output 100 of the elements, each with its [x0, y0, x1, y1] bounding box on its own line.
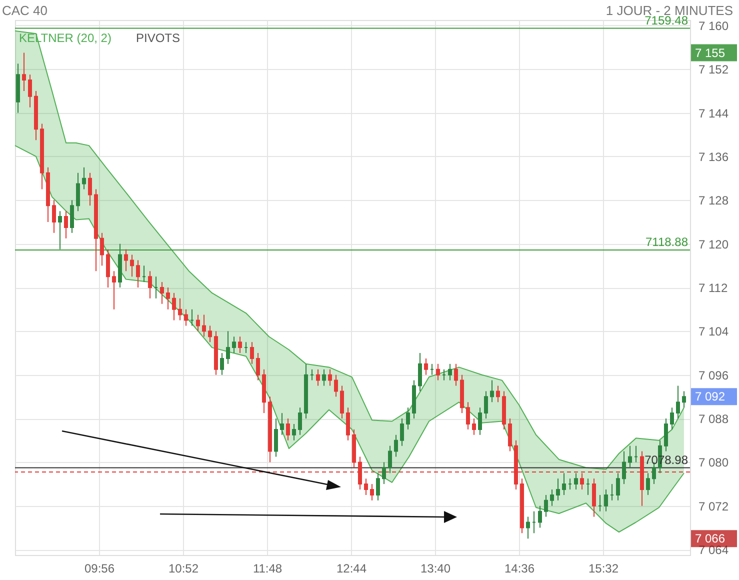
- candlestick: [670, 407, 674, 430]
- candlestick: [22, 52, 26, 92]
- candlestick: [124, 248, 128, 272]
- candlestick: [250, 342, 254, 364]
- candlestick: [106, 248, 110, 288]
- annotation: PIVOTS: [136, 31, 180, 45]
- candlestick: [526, 516, 530, 540]
- candlestick: [370, 484, 374, 501]
- candlestick: [274, 418, 278, 458]
- candlestick: [436, 363, 440, 381]
- candlestick: [328, 368, 332, 386]
- y-tick-label: 7 096: [698, 368, 729, 382]
- candlestick: [316, 368, 320, 386]
- text: 7 092: [695, 390, 726, 404]
- y-tick-label: 7 088: [698, 412, 729, 426]
- candlestick: [166, 287, 170, 310]
- candlestick: [448, 363, 452, 381]
- candlestick: [226, 330, 230, 364]
- candlestick: [52, 200, 56, 234]
- candlestick: [604, 488, 608, 512]
- y-tick-label: 7 080: [698, 456, 729, 470]
- y-tick-label: 7 064: [698, 543, 729, 558]
- text: 7 066: [695, 532, 726, 546]
- y-tick-label: 7 112: [698, 281, 728, 295]
- candlestick: [544, 494, 548, 518]
- candlestick: [238, 336, 242, 354]
- x-tick-label: 15:32: [588, 562, 619, 576]
- candlestick: [400, 418, 404, 446]
- candlestick: [682, 390, 686, 408]
- candlestick: [478, 407, 482, 436]
- candlestick: [616, 472, 620, 501]
- candlestick: [286, 418, 290, 441]
- candlestick: [28, 74, 32, 108]
- candlestick: [418, 352, 422, 392]
- candlestick: [292, 423, 296, 441]
- y-tick-label: 7 120: [698, 237, 729, 252]
- candlestick: [376, 472, 380, 501]
- candlestick: [622, 450, 626, 485]
- candlestick: [346, 407, 350, 441]
- candlestick: [112, 270, 116, 310]
- y-tick-label: 7 128: [698, 194, 729, 208]
- candlestick: [76, 172, 80, 212]
- candlestick: [136, 260, 140, 288]
- candlestick: [466, 402, 470, 430]
- candlestick: [280, 412, 284, 436]
- candlestick: [148, 270, 152, 299]
- candlestick: [178, 298, 182, 321]
- candlestick: [256, 352, 260, 381]
- y-tick-label: 7 072: [698, 499, 729, 514]
- candlestick: [298, 407, 302, 436]
- candlestick: [334, 374, 338, 398]
- x-tick-label: 14:36: [504, 562, 535, 576]
- chart-title: CAC 40: [2, 3, 48, 18]
- candlestick: [58, 210, 62, 250]
- x-tick-label: 11:48: [252, 562, 282, 576]
- candlestick: [202, 314, 206, 338]
- text: 7 155: [695, 46, 726, 60]
- candlestick: [64, 210, 68, 239]
- candlestick: [322, 368, 326, 386]
- candlestick: [508, 418, 512, 452]
- y-tick-label: 7 160: [698, 18, 729, 33]
- x-tick-label: 12:44: [336, 562, 367, 576]
- candlestick: [664, 418, 668, 452]
- y-tick-label: 7 104: [698, 324, 729, 339]
- candlestick: [100, 232, 104, 266]
- x-tick-label: 09:56: [84, 562, 115, 576]
- y-tick-label: 7 136: [698, 150, 729, 164]
- candlestick: [388, 445, 392, 474]
- candlestick: [592, 478, 596, 518]
- candlestick: [538, 505, 542, 528]
- candlestick: [184, 308, 188, 326]
- candlestick: [220, 352, 224, 376]
- candlestick: [340, 385, 344, 420]
- candlestick: [484, 390, 488, 420]
- x-tick-label: 13:40: [420, 562, 451, 576]
- candlestick: [496, 385, 500, 403]
- candlestick: [490, 380, 494, 403]
- candlestick: [574, 472, 578, 490]
- y-tick-label: 7 144: [698, 106, 729, 120]
- candlestick: [196, 314, 200, 332]
- candlestick: [160, 282, 164, 304]
- candlestick: [556, 478, 560, 501]
- ref-line-label: 7118.88: [646, 234, 688, 249]
- candlestick: [628, 445, 632, 468]
- candlestick: [70, 200, 74, 234]
- candlestick: [130, 254, 134, 278]
- candlestick: [394, 434, 398, 458]
- candlestick: [454, 363, 458, 386]
- candlestick: [172, 292, 176, 321]
- candlestick: [208, 325, 212, 343]
- candlestick: [550, 488, 554, 506]
- candlestick: [364, 478, 368, 496]
- candlestick: [562, 472, 566, 496]
- candlestick: [82, 166, 86, 190]
- x-tick-label: 10:52: [168, 562, 199, 576]
- candlestick: [646, 472, 650, 496]
- candlestick: [406, 407, 410, 430]
- candlestick: [676, 385, 680, 420]
- candlestick: [424, 358, 428, 376]
- candlestick: [472, 418, 476, 436]
